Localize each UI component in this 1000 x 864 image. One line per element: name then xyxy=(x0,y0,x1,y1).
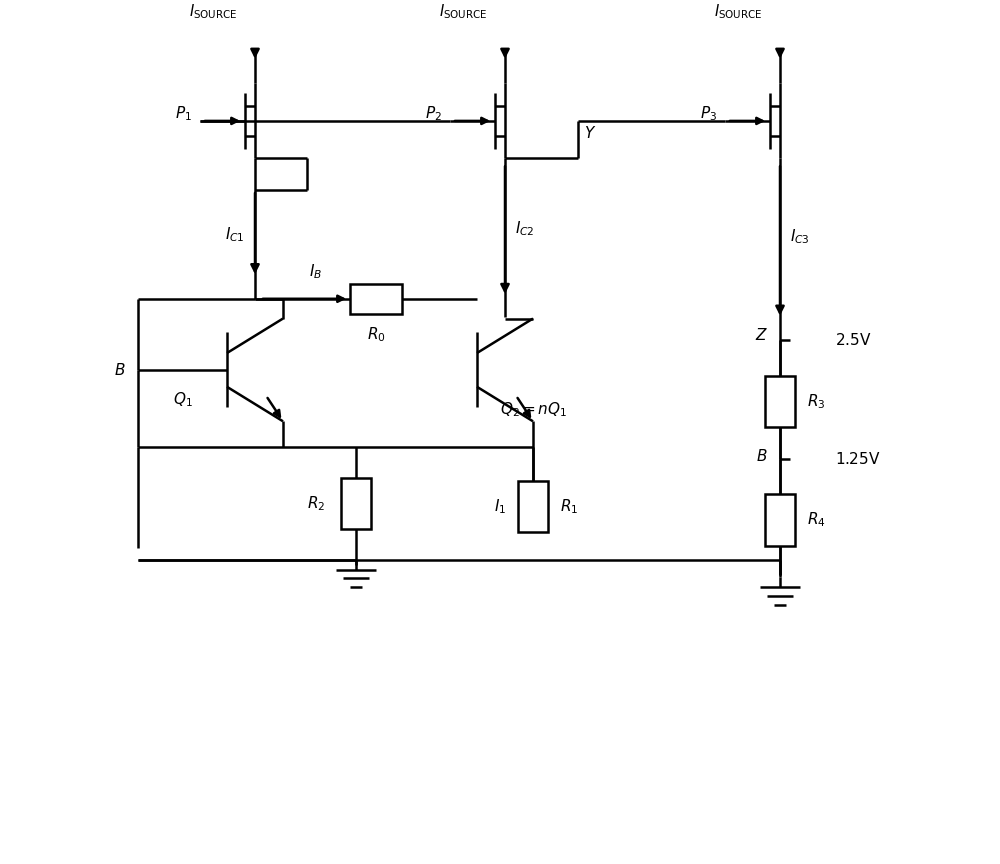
Bar xyxy=(350,284,402,314)
Text: $Q_2{=}nQ_1$: $Q_2{=}nQ_1$ xyxy=(500,400,567,419)
Text: Y: Y xyxy=(584,126,593,141)
Bar xyxy=(518,480,548,532)
Text: $R_1$: $R_1$ xyxy=(560,497,578,516)
Bar xyxy=(340,478,370,529)
Text: $I_{C1}$: $I_{C1}$ xyxy=(225,226,245,244)
Bar xyxy=(765,494,795,546)
Text: $R_0$: $R_0$ xyxy=(367,326,385,344)
Text: $R_3$: $R_3$ xyxy=(807,392,825,411)
Text: $R_2$: $R_2$ xyxy=(307,494,326,512)
Text: $I_{\rm SOURCE}$: $I_{\rm SOURCE}$ xyxy=(189,3,237,21)
Bar xyxy=(765,376,795,427)
Text: $1.25\rm V$: $1.25\rm V$ xyxy=(835,451,880,467)
Text: $I_{\rm SOURCE}$: $I_{\rm SOURCE}$ xyxy=(439,3,487,21)
Text: $2.5\rm V$: $2.5\rm V$ xyxy=(835,333,872,348)
Text: $B$: $B$ xyxy=(114,362,126,378)
Text: $I_{\rm SOURCE}$: $I_{\rm SOURCE}$ xyxy=(714,3,762,21)
Text: $P_2$: $P_2$ xyxy=(425,105,442,124)
Text: $I_B$: $I_B$ xyxy=(309,263,322,281)
Text: $I_{C2}$: $I_{C2}$ xyxy=(515,219,535,238)
Text: $I_1$: $I_1$ xyxy=(494,497,506,516)
Text: $R_4$: $R_4$ xyxy=(807,511,826,530)
Text: $P_3$: $P_3$ xyxy=(700,105,717,124)
Text: $Q_1$: $Q_1$ xyxy=(173,391,193,409)
Text: $B$: $B$ xyxy=(756,448,768,464)
Text: $Z$: $Z$ xyxy=(755,327,768,343)
Text: $I_{C3}$: $I_{C3}$ xyxy=(790,227,810,246)
Text: $P_1$: $P_1$ xyxy=(175,105,192,124)
